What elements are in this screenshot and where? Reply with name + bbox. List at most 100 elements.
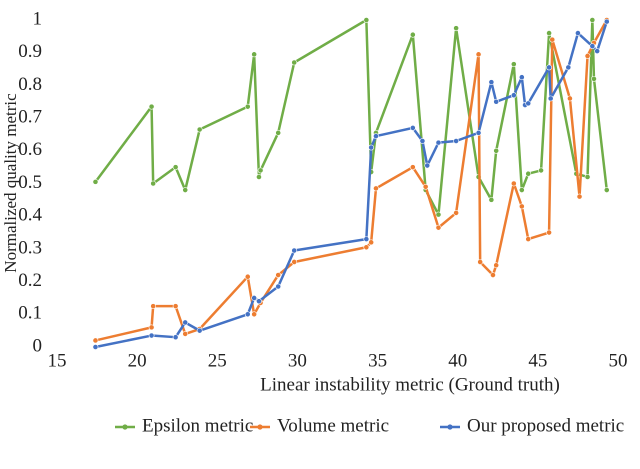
y-tick-label: 0.1 — [18, 303, 42, 324]
point — [196, 327, 203, 334]
point — [584, 53, 591, 59]
legend-label: Epsilon metric — [142, 415, 253, 436]
point — [424, 162, 431, 169]
point — [518, 187, 525, 193]
point — [525, 100, 532, 107]
legend-marker — [447, 424, 453, 430]
point — [435, 139, 442, 146]
x-axis-title: Linear instability metric (Ground truth) — [260, 374, 560, 395]
x-tick-label: 40 — [448, 350, 467, 371]
point — [148, 332, 155, 339]
point — [547, 95, 554, 102]
point — [92, 178, 99, 185]
point — [546, 64, 552, 71]
point — [510, 61, 517, 68]
point — [477, 259, 484, 265]
point — [275, 283, 282, 290]
x-tick-label: 50 — [609, 350, 628, 371]
point — [594, 48, 601, 54]
point — [575, 30, 581, 36]
point — [422, 183, 429, 190]
y-tick-label: 0.4 — [18, 205, 42, 226]
y-tick-label: 0.7 — [18, 106, 42, 127]
point — [435, 211, 442, 218]
point — [435, 224, 442, 231]
point — [525, 170, 532, 177]
point — [603, 187, 610, 193]
point — [92, 337, 99, 344]
point — [409, 125, 416, 131]
point — [251, 295, 258, 301]
legend-marker — [122, 424, 128, 430]
point — [244, 273, 251, 280]
point — [363, 244, 370, 251]
y-axis-title: Normalized quality metric — [1, 93, 20, 273]
point — [546, 229, 552, 236]
point — [488, 79, 495, 86]
point — [518, 74, 525, 81]
point — [251, 51, 258, 58]
point — [538, 167, 544, 174]
x-tick-label: 45 — [528, 350, 547, 371]
point — [92, 344, 99, 350]
point — [182, 187, 189, 193]
point — [510, 92, 517, 99]
point — [251, 311, 258, 318]
point — [591, 75, 597, 82]
point — [453, 210, 460, 216]
point — [148, 103, 155, 110]
point — [409, 31, 416, 38]
point — [493, 147, 500, 154]
point — [196, 126, 203, 133]
point — [584, 174, 591, 180]
point — [567, 95, 573, 102]
point — [603, 18, 610, 25]
y-tick-label: 1 — [33, 8, 43, 29]
point — [172, 334, 179, 341]
x-tick-label: 20 — [128, 350, 147, 371]
point — [368, 144, 375, 151]
y-tick-label: 0.3 — [18, 237, 42, 258]
point — [275, 272, 282, 278]
point — [291, 247, 298, 254]
x-tick-label: 15 — [48, 350, 67, 371]
y-tick-label: 0.8 — [18, 74, 42, 95]
point — [589, 43, 596, 50]
point — [172, 164, 179, 171]
point — [363, 236, 370, 242]
point — [291, 259, 298, 265]
point — [565, 64, 572, 71]
point — [576, 193, 583, 200]
point — [244, 311, 251, 318]
y-tick-label: 0.9 — [18, 41, 42, 62]
point — [257, 167, 264, 174]
point — [409, 164, 416, 171]
y-tick-label: 0 — [33, 335, 43, 356]
point — [493, 262, 500, 269]
point — [453, 25, 460, 32]
point — [150, 180, 157, 187]
x-tick-label: 35 — [368, 350, 387, 371]
point — [172, 303, 179, 310]
legend-marker — [257, 424, 263, 430]
point — [510, 180, 517, 187]
point — [493, 98, 500, 105]
y-tick-label: 0.5 — [18, 172, 42, 193]
y-tick-label: 0.2 — [18, 270, 42, 291]
y-tick-label: 0.6 — [18, 139, 42, 160]
point — [256, 298, 262, 305]
point — [373, 185, 379, 192]
series-line — [95, 19, 608, 342]
point — [525, 236, 532, 242]
point — [291, 59, 298, 66]
point — [244, 103, 251, 110]
point — [182, 331, 189, 337]
point — [475, 129, 482, 136]
point — [549, 36, 556, 43]
point — [256, 174, 262, 180]
point — [546, 30, 552, 36]
point — [490, 272, 496, 278]
point — [453, 138, 460, 144]
x-tick-label: 25 — [208, 350, 227, 371]
point — [589, 17, 596, 23]
